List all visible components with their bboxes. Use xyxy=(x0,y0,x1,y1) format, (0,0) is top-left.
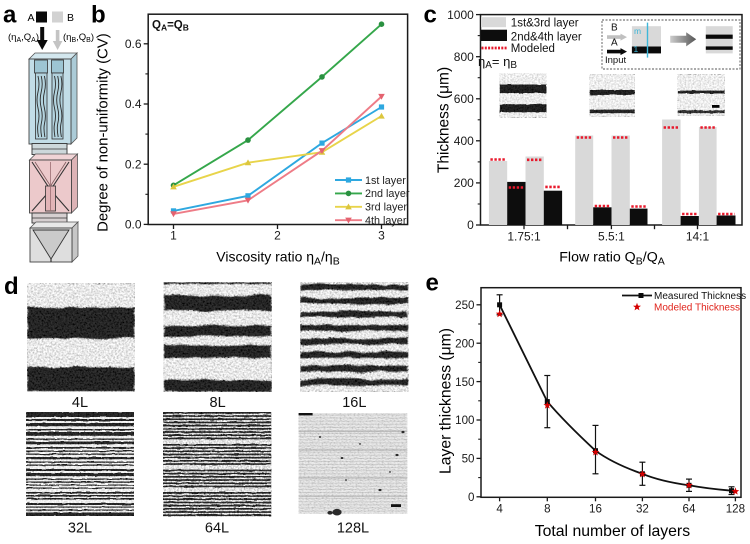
svg-text:1.75:1: 1.75:1 xyxy=(507,230,541,244)
svg-text:m: m xyxy=(634,26,641,36)
svg-text:0: 0 xyxy=(468,491,474,504)
svg-text:8L: 8L xyxy=(210,395,226,411)
svg-text:2nd layer: 2nd layer xyxy=(365,188,410,200)
svg-text:QA=QB: QA=QB xyxy=(152,19,189,32)
svg-text:32L: 32L xyxy=(68,521,92,537)
svg-text:0.0: 0.0 xyxy=(125,218,142,232)
svg-text:16: 16 xyxy=(589,503,602,516)
svg-text:3rd layer: 3rd layer xyxy=(365,202,407,214)
svg-text:a: a xyxy=(3,2,17,29)
svg-text:250: 250 xyxy=(455,299,474,312)
svg-text:1st layer: 1st layer xyxy=(365,175,406,187)
svg-text:(ηA,QA): (ηA,QA) xyxy=(8,32,39,44)
svg-text:0.4: 0.4 xyxy=(125,97,142,111)
svg-text:14:1: 14:1 xyxy=(686,230,710,244)
svg-text:A: A xyxy=(611,38,618,49)
svg-text:4L: 4L xyxy=(72,395,88,411)
svg-text:Layer thickness (μm): Layer thickness (μm) xyxy=(438,328,455,474)
svg-text:1000: 1000 xyxy=(447,8,474,22)
svg-text:800: 800 xyxy=(454,50,474,64)
svg-text:Thickness (μm): Thickness (μm) xyxy=(436,67,453,173)
svg-text:e: e xyxy=(426,270,439,297)
svg-text:600: 600 xyxy=(454,92,474,106)
svg-text:Modeled Thickness: Modeled Thickness xyxy=(654,303,740,314)
svg-text:1: 1 xyxy=(170,228,177,242)
svg-text:1st&3rd layer: 1st&3rd layer xyxy=(511,17,579,29)
svg-text:ηA= ηB: ηA= ηB xyxy=(478,54,517,71)
svg-text:B: B xyxy=(67,12,74,24)
svg-text:A: A xyxy=(28,12,35,24)
svg-text:Degree of non-uniformity (CV): Degree of non-uniformity (CV) xyxy=(96,33,112,232)
svg-text:4: 4 xyxy=(496,503,503,516)
svg-text:Input: Input xyxy=(605,55,626,66)
svg-text:0.2: 0.2 xyxy=(125,157,142,171)
svg-text:3: 3 xyxy=(378,228,385,242)
svg-text:200: 200 xyxy=(455,337,474,350)
svg-text:128: 128 xyxy=(726,503,745,516)
svg-text:Measured Thickness: Measured Thickness xyxy=(654,291,746,302)
svg-text:0: 0 xyxy=(467,218,474,232)
svg-text:B: B xyxy=(611,23,618,34)
svg-text:Total number of layers: Total number of layers xyxy=(535,523,691,540)
svg-text:Viscosity ratio ηA/ηB: Viscosity ratio ηA/ηB xyxy=(216,249,340,268)
svg-text:400: 400 xyxy=(454,134,474,148)
svg-text:32: 32 xyxy=(636,503,649,516)
svg-text:d: d xyxy=(4,273,19,300)
svg-text:b: b xyxy=(91,2,106,29)
svg-text:(ηB,QB): (ηB,QB) xyxy=(63,32,94,44)
svg-text:2nd&4th layer: 2nd&4th layer xyxy=(511,31,582,43)
svg-text:16L: 16L xyxy=(342,395,366,411)
svg-text:64: 64 xyxy=(683,503,696,516)
svg-text:200: 200 xyxy=(454,176,474,190)
svg-text:Modeled: Modeled xyxy=(511,43,555,55)
svg-text:150: 150 xyxy=(455,376,474,389)
svg-text:0.6: 0.6 xyxy=(125,37,142,51)
svg-text:128L: 128L xyxy=(337,521,369,537)
svg-text:Flow ratio QB/QA: Flow ratio QB/QA xyxy=(559,250,665,268)
svg-text:64L: 64L xyxy=(205,521,229,537)
svg-text:5.5:1: 5.5:1 xyxy=(598,230,625,244)
svg-text:1: 1 xyxy=(634,44,639,54)
svg-text:50: 50 xyxy=(462,453,475,466)
svg-text:8: 8 xyxy=(544,503,550,516)
svg-text:4th layer: 4th layer xyxy=(365,215,407,227)
svg-text:100: 100 xyxy=(455,414,474,427)
svg-text:c: c xyxy=(424,2,437,29)
svg-text:2: 2 xyxy=(274,228,281,242)
